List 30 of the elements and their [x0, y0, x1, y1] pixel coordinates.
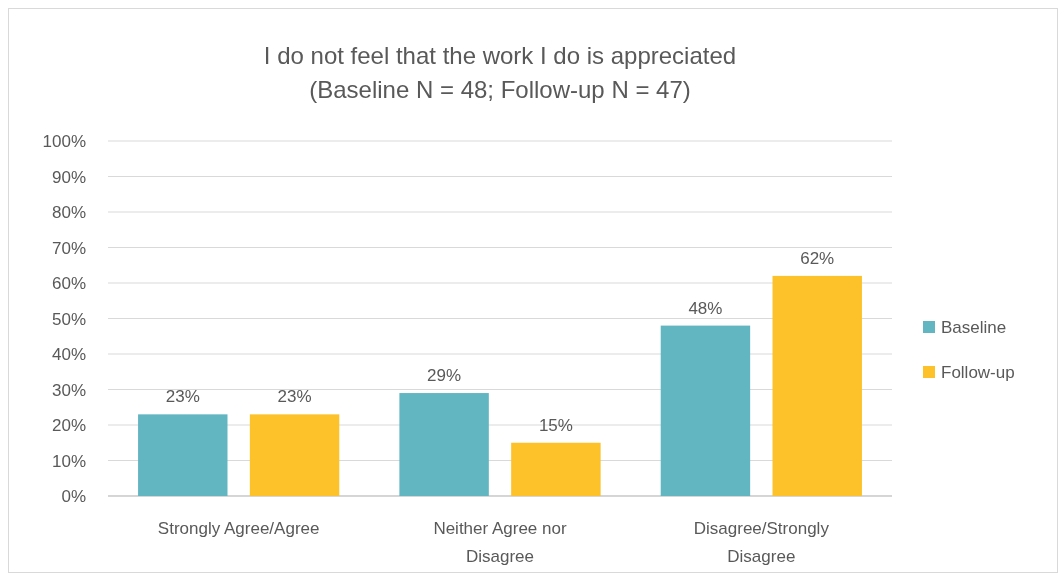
bar — [511, 442, 601, 496]
x-tick-label: Neither Agree nor Disagree — [433, 519, 567, 566]
y-tick-label: 100% — [42, 132, 86, 151]
x-tick-label: Strongly Agree/Agree — [157, 519, 320, 538]
bar — [772, 275, 862, 496]
data-label: 48% — [688, 298, 723, 318]
y-tick-label: 80% — [51, 203, 86, 222]
legend-label: Follow-up — [941, 363, 1015, 382]
bar — [249, 414, 340, 496]
y-tick-label: 40% — [51, 345, 86, 364]
y-tick-label: 20% — [51, 416, 86, 435]
data-label: 23% — [165, 387, 200, 407]
y-tick-label: 10% — [51, 451, 86, 471]
chart-subtitle: (Baseline N = 48; Follow-up N = 47) — [309, 76, 691, 103]
data-label: 62% — [800, 248, 835, 268]
legend-label: Baseline — [941, 318, 1007, 337]
data-label: 29% — [427, 366, 462, 386]
x-tick-label: Disagree/Strongly Disagree — [693, 519, 830, 566]
data-label: 23% — [277, 387, 312, 407]
bar — [660, 325, 751, 496]
bar — [399, 393, 489, 496]
y-tick-label: 70% — [51, 238, 86, 258]
y-tick-label: 60% — [51, 274, 86, 293]
data-label: 15% — [538, 415, 573, 435]
y-tick-label: 30% — [51, 380, 86, 400]
y-tick-label: 0% — [61, 487, 86, 506]
y-tick-label: 50% — [51, 309, 86, 329]
bar — [138, 414, 228, 496]
chart-title: I do not feel that the work I do is appreciated — [263, 42, 737, 69]
y-tick-label: 90% — [51, 167, 86, 187]
